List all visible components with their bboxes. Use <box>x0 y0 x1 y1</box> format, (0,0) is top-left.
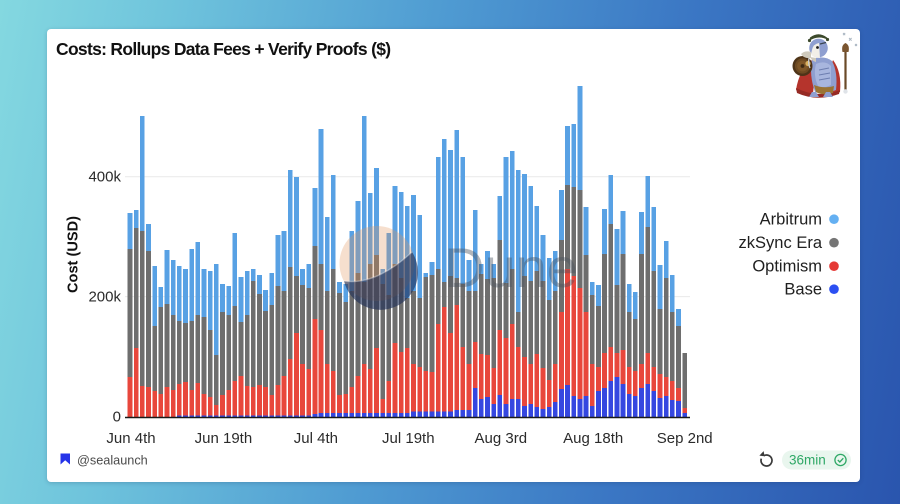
svg-text:Aug 3rd: Aug 3rd <box>475 430 528 447</box>
svg-text:Costs: Rollups Data Fees + Ver: Costs: Rollups Data Fees + Verify Proofs… <box>56 39 390 59</box>
svg-text:Dune: Dune <box>444 236 578 299</box>
svg-text:36min: 36min <box>789 453 826 468</box>
svg-text:Jul 4th: Jul 4th <box>294 430 338 447</box>
svg-text:Aug 18th: Aug 18th <box>563 430 623 447</box>
svg-text:Base: Base <box>784 281 822 299</box>
svg-text:400k: 400k <box>88 169 121 186</box>
svg-text:Jul 19th: Jul 19th <box>382 430 435 447</box>
svg-text:0: 0 <box>113 408 121 425</box>
svg-text:Jun 19th: Jun 19th <box>195 430 253 447</box>
svg-text:zkSync Era: zkSync Era <box>739 234 823 252</box>
svg-text:Cost (USD): Cost (USD) <box>66 216 82 293</box>
svg-text:Jun 4th: Jun 4th <box>106 430 155 447</box>
svg-text:200k: 200k <box>88 288 121 305</box>
svg-text:Optimism: Optimism <box>752 258 822 276</box>
svg-text:@sealaunch: @sealaunch <box>77 454 148 468</box>
svg-text:Arbitrum: Arbitrum <box>760 211 822 229</box>
svg-text:Sep 2nd: Sep 2nd <box>657 430 713 447</box>
